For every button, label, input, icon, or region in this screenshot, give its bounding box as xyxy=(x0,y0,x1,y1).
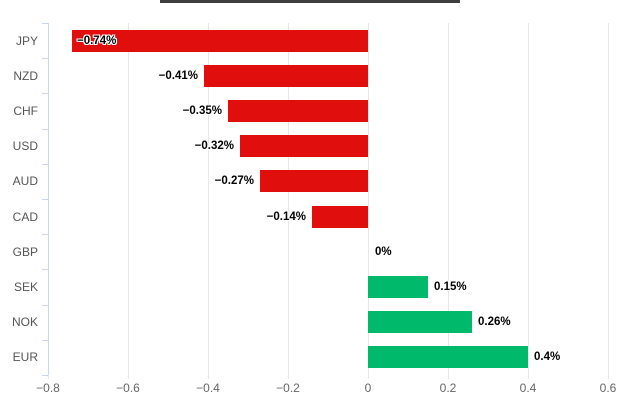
data-label: 0.15% xyxy=(434,281,467,293)
gridline xyxy=(448,23,449,379)
bar-jpy[interactable] xyxy=(72,29,368,52)
category-axis-tick xyxy=(42,93,48,95)
category-label: AUD xyxy=(12,174,38,189)
data-label: −0.14% xyxy=(266,210,306,223)
gridline xyxy=(208,23,209,379)
x-axis-tick-label: −0.6 xyxy=(116,381,140,395)
x-axis-tick-label: 0 xyxy=(364,381,372,395)
category-axis-tick xyxy=(42,269,48,271)
data-label: −0.35% xyxy=(182,105,222,117)
bar-cad[interactable] xyxy=(312,205,368,228)
x-axis-tick-label: 0.6 xyxy=(599,381,617,395)
category-label: JPY xyxy=(15,33,38,48)
bar-chf[interactable] xyxy=(228,100,368,122)
data-label: 0.4% xyxy=(534,351,561,364)
category-axis-tick xyxy=(42,23,48,24)
category-label: EUR xyxy=(12,350,38,365)
data-label: −0.41% xyxy=(158,69,198,82)
category-label: SEK xyxy=(13,280,38,294)
category-label: CAD xyxy=(12,209,38,224)
data-label: 0% xyxy=(375,245,392,258)
category-axis-line xyxy=(48,23,49,375)
category-axis-tick xyxy=(42,58,48,60)
data-label: −0.27% xyxy=(214,175,254,188)
bar-nzd[interactable] xyxy=(204,64,368,87)
x-axis-tick-label: 0.4 xyxy=(519,381,537,395)
category-axis-tick xyxy=(42,199,48,200)
category-axis-tick xyxy=(42,375,48,376)
category-axis-tick xyxy=(42,163,48,165)
gridline xyxy=(528,23,529,379)
category-axis-tick xyxy=(42,128,48,130)
category-label: GBP xyxy=(12,244,38,259)
gridline xyxy=(288,23,289,379)
bar-aud[interactable] xyxy=(260,170,368,193)
category-axis-tick xyxy=(42,304,48,306)
category-axis-tick xyxy=(42,339,48,341)
bar-sek[interactable] xyxy=(368,276,428,298)
data-label: −0.32% xyxy=(194,140,234,153)
x-axis-tick-label: 0.2 xyxy=(439,381,457,395)
bar-eur[interactable] xyxy=(368,346,528,369)
category-label: USD xyxy=(12,139,38,154)
x-axis-tick-label: −0.4 xyxy=(196,381,220,395)
bar-nok[interactable] xyxy=(368,311,472,334)
data-label: −0.74% xyxy=(77,34,117,47)
category-axis-tick xyxy=(42,234,48,236)
x-axis-tick-label: −0.2 xyxy=(276,381,300,395)
bar-usd[interactable] xyxy=(240,135,368,158)
category-label: NOK xyxy=(11,315,38,330)
category-label: CHF xyxy=(13,104,38,118)
data-label: 0.26% xyxy=(478,316,511,329)
x-axis-tick-label: −0.8 xyxy=(36,381,60,395)
gridline xyxy=(128,23,129,379)
title-underline xyxy=(160,0,460,3)
gridline xyxy=(368,23,369,379)
category-label: NZD xyxy=(13,68,38,83)
gridline xyxy=(608,23,609,379)
